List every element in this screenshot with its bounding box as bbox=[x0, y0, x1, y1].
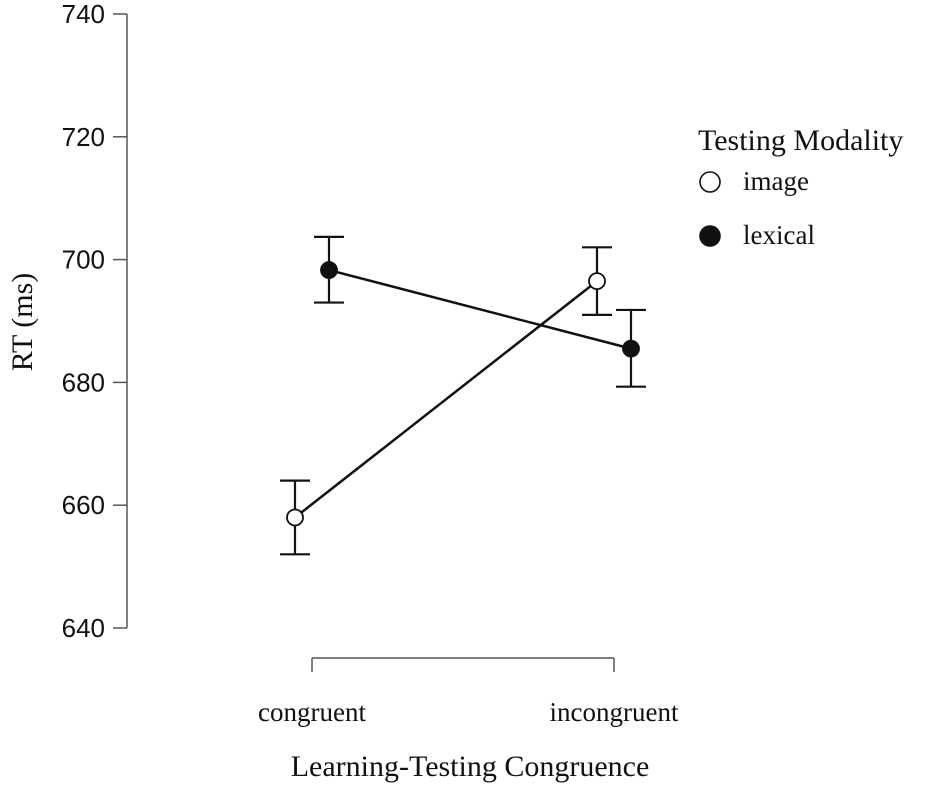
legend: Testing Modality image lexical bbox=[698, 124, 903, 250]
y-tick-label: 660 bbox=[62, 490, 105, 520]
y-tick-label: 680 bbox=[62, 367, 105, 397]
x-tick-label: congruent bbox=[258, 697, 366, 727]
legend-title: Testing Modality bbox=[698, 124, 903, 157]
data-point bbox=[623, 341, 639, 357]
y-tick-label: 720 bbox=[62, 122, 105, 152]
legend-marker-lexical bbox=[700, 226, 720, 246]
series-layer bbox=[280, 237, 646, 554]
series-line bbox=[295, 281, 597, 517]
y-axis: 640 660 680 700 720 740 bbox=[62, 0, 127, 643]
x-axis: congruent incongruent bbox=[258, 658, 679, 727]
y-tick-label: 740 bbox=[62, 0, 105, 29]
x-axis-title: Learning-Testing Congruence bbox=[291, 750, 650, 783]
data-point bbox=[589, 273, 605, 289]
legend-label-lexical: lexical bbox=[743, 220, 815, 250]
series-line bbox=[329, 270, 631, 349]
data-point bbox=[287, 509, 303, 525]
y-tick-label: 640 bbox=[62, 613, 105, 643]
legend-marker-image bbox=[700, 172, 720, 192]
y-axis-title: RT (ms) bbox=[6, 273, 39, 371]
legend-label-image: image bbox=[743, 166, 809, 196]
y-tick-label: 700 bbox=[62, 245, 105, 275]
data-point bbox=[321, 262, 337, 278]
x-tick-label: incongruent bbox=[550, 697, 679, 727]
